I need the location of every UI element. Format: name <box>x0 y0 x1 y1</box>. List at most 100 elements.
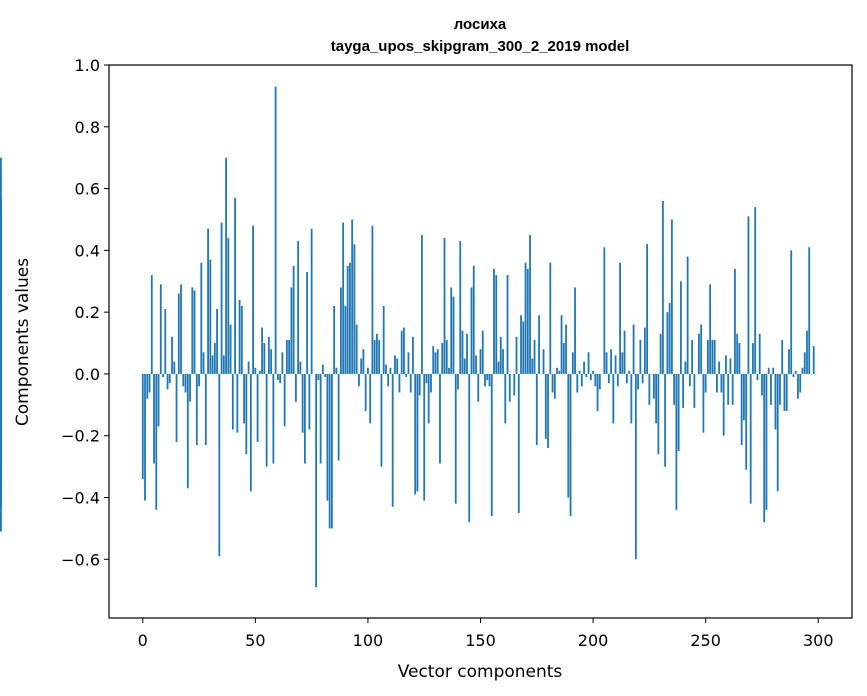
bar-170 <box>524 262 527 374</box>
bar-205 <box>603 247 606 374</box>
bar-71 <box>301 373 304 433</box>
bar-219 <box>634 373 637 560</box>
bar-91 <box>346 265 349 374</box>
bar-278 <box>767 367 770 374</box>
bar-undefined <box>0 197 2 374</box>
bar-253 <box>711 339 714 374</box>
bar-250 <box>704 373 707 393</box>
bar-147 <box>472 265 475 374</box>
bar-174 <box>533 339 536 374</box>
bar-274 <box>758 333 761 374</box>
bar-46 <box>245 373 248 455</box>
bar-29 <box>207 228 209 374</box>
bar-44 <box>240 305 243 374</box>
bar-251 <box>707 339 709 374</box>
bar-98 <box>362 349 365 374</box>
bar-173 <box>531 358 534 374</box>
bar-25 <box>198 373 200 387</box>
bar-18 <box>182 373 185 387</box>
bar-185 <box>558 370 561 374</box>
bar-266 <box>740 373 743 445</box>
bar-50 <box>254 367 257 374</box>
bar-235 <box>670 219 673 374</box>
bar-284 <box>781 339 784 374</box>
bar-240 <box>682 373 685 408</box>
y-tick-label: −0.4 <box>61 489 100 508</box>
bar-109 <box>387 373 390 387</box>
bar-132 <box>439 373 441 464</box>
bar-242 <box>686 256 689 374</box>
bar-158 <box>497 361 500 374</box>
bar-119 <box>409 373 412 393</box>
bar-81 <box>324 373 327 378</box>
bar-188 <box>565 324 567 374</box>
y-tick-label: 0.6 <box>75 180 100 199</box>
y-tick-label: 0.2 <box>75 303 100 322</box>
bar-45 <box>243 373 245 424</box>
bar-155 <box>490 373 493 517</box>
bar-96 <box>358 373 360 387</box>
bar-122 <box>416 373 419 492</box>
bar-172 <box>529 234 531 374</box>
bar-248 <box>700 324 703 374</box>
bar-124 <box>421 234 423 374</box>
bar-231 <box>661 200 664 374</box>
bar-201 <box>594 373 597 387</box>
bar-211 <box>616 373 619 387</box>
bar-3 <box>148 373 151 393</box>
bar-27 <box>202 352 205 374</box>
bar-104 <box>376 333 378 374</box>
bar-42 <box>236 373 239 433</box>
bar-288 <box>790 250 793 374</box>
bar-195 <box>580 373 583 387</box>
bar-159 <box>499 336 502 374</box>
bar-186 <box>560 315 563 374</box>
bar-73 <box>306 271 309 374</box>
bar-32 <box>213 343 216 374</box>
bar-187 <box>562 343 565 374</box>
bar-228 <box>655 373 658 424</box>
bar-247 <box>698 333 700 374</box>
bar-53 <box>261 327 263 374</box>
bar-68 <box>294 373 297 402</box>
bar-11 <box>166 373 169 390</box>
bar-80 <box>321 364 324 374</box>
bar-166 <box>515 336 518 374</box>
bar-131 <box>436 349 439 374</box>
y-tick-label: 1.0 <box>75 56 100 75</box>
bar-6 <box>155 373 158 510</box>
bar-79 <box>319 373 322 464</box>
bar-293 <box>801 367 804 374</box>
bar-100 <box>367 367 369 374</box>
bar-199 <box>589 373 592 381</box>
bar-89 <box>342 222 345 374</box>
bar-87 <box>337 373 340 461</box>
bar-65 <box>288 339 291 374</box>
bar-83 <box>328 373 331 529</box>
bar-62 <box>281 352 284 374</box>
bar-270 <box>749 373 752 504</box>
bar-114 <box>398 373 401 393</box>
bar-43 <box>238 299 241 374</box>
bar-92 <box>349 262 351 374</box>
x-tick-label: 150 <box>465 631 496 650</box>
x-tick-label: 250 <box>690 631 721 650</box>
bar-123 <box>418 373 421 396</box>
bar-244 <box>691 339 694 374</box>
bar-36 <box>222 355 225 374</box>
bar-143 <box>463 358 466 374</box>
bar-238 <box>677 373 680 452</box>
bar-133 <box>441 343 444 374</box>
y-tick-label: −0.6 <box>61 550 100 569</box>
bar-179 <box>544 373 547 439</box>
bar-115 <box>400 330 403 374</box>
bar-113 <box>396 358 399 374</box>
bar-182 <box>551 373 554 393</box>
bar-282 <box>776 373 779 492</box>
bar-196 <box>583 361 585 374</box>
bar-28 <box>204 373 207 445</box>
bar-268 <box>745 373 748 470</box>
bar-17 <box>180 284 182 374</box>
bar-287 <box>788 349 790 374</box>
bar-69 <box>297 241 300 374</box>
